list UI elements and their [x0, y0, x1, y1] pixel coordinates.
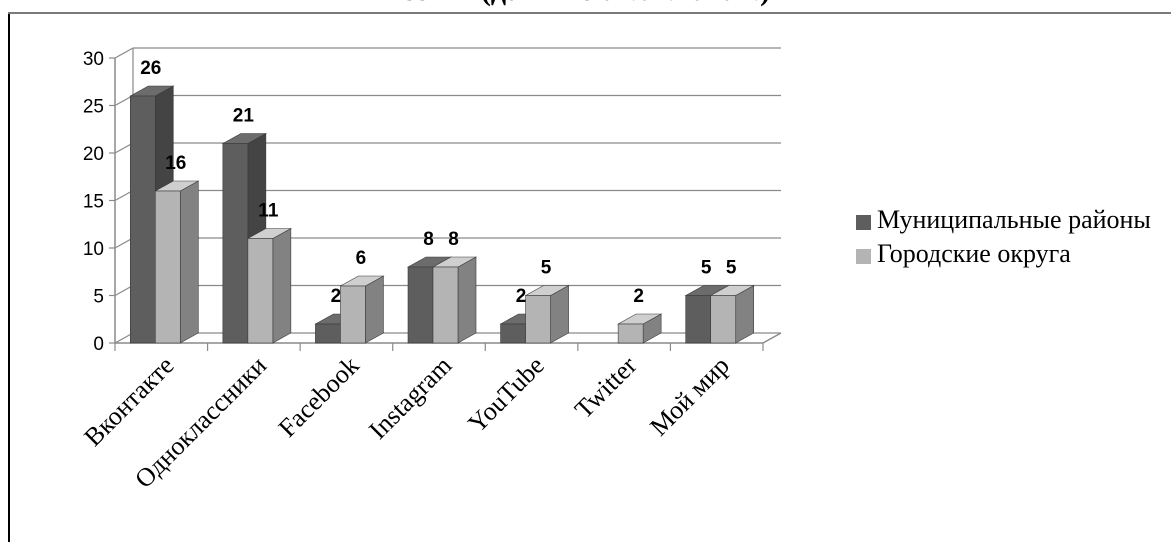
data-label: 8: [423, 229, 434, 250]
x-tick-label: Instagram: [363, 351, 457, 445]
legend-swatch: [856, 215, 871, 230]
bar: [500, 323, 526, 344]
data-label: 2: [516, 286, 527, 307]
data-label: 8: [448, 229, 459, 250]
data-label: 5: [701, 258, 712, 279]
bar: [222, 143, 249, 344]
legend-label: Муниципальные районы: [877, 205, 1151, 234]
bar: [129, 95, 156, 344]
legend-item: Муниципальные районы: [856, 205, 1167, 235]
legend-label: Городские округа: [877, 239, 1071, 268]
legend: Муниципальные районы Городские округа: [856, 205, 1167, 273]
data-label: 2: [331, 286, 342, 307]
data-label: 21: [233, 106, 255, 127]
bar-side: [365, 275, 384, 344]
bar: [315, 323, 341, 344]
y-tick-label: 30: [83, 49, 104, 70]
bar-side: [457, 256, 477, 344]
x-tick-label: Facebook: [273, 351, 365, 443]
bar: [685, 295, 712, 344]
data-label: 5: [541, 258, 552, 279]
x-tick-label: YouTube: [462, 351, 549, 438]
y-tick-label: 0: [93, 334, 104, 355]
bar: [340, 285, 366, 344]
bar: [407, 266, 434, 344]
bar: [525, 295, 551, 344]
y-tick-label: 5: [93, 287, 104, 308]
floor-right-edge: [762, 332, 782, 344]
data-label: 11: [258, 201, 279, 222]
data-label: 16: [165, 153, 186, 174]
bar: [247, 238, 274, 344]
y-tick-label: 10: [83, 239, 104, 260]
bar: [617, 323, 644, 344]
chart-title: сетях (данные 01.01.2020 г.): [0, 0, 1171, 12]
bar: [432, 266, 459, 344]
data-label: 6: [356, 248, 367, 269]
y-tick-label: 25: [83, 97, 104, 118]
chart-frame-left-border: [8, 12, 10, 542]
gridline-side: [114, 47, 134, 59]
y-tick-label: 20: [83, 144, 104, 165]
bar-side: [179, 180, 199, 344]
bar-side: [272, 227, 292, 344]
data-label: 5: [726, 258, 737, 279]
y-tick-label: 15: [83, 192, 104, 213]
bar: [154, 190, 181, 344]
x-tick-label: Twitter: [569, 350, 643, 424]
x-tick-label: Мой мир: [644, 351, 735, 442]
data-label: 2: [633, 286, 644, 307]
legend-item: Городские округа: [856, 239, 1167, 269]
chart-frame-top-border: [8, 12, 1171, 14]
legend-swatch: [856, 249, 871, 264]
data-label: 26: [140, 58, 161, 79]
bar: [710, 295, 737, 344]
